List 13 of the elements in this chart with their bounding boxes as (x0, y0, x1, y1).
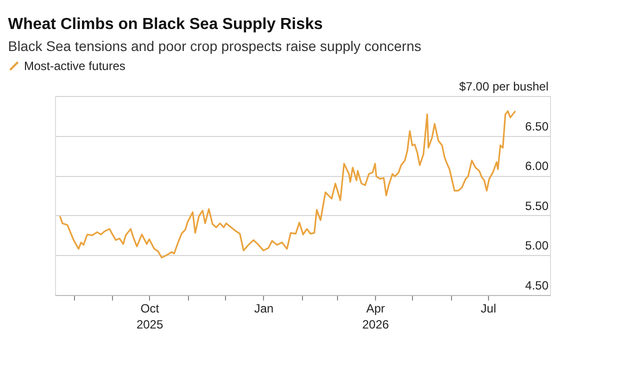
x-tick-label: Jul (480, 302, 496, 316)
legend-label: Most-active futures (24, 59, 126, 73)
y-tick-label: 5.50 (525, 198, 549, 213)
y-tick-label: 4.50 (525, 278, 549, 292)
chart-title: Wheat Climbs on Black Sea Supply Risks (8, 16, 323, 33)
y-tick-label: 6.50 (525, 119, 549, 134)
y-tick-label: 5.00 (525, 238, 549, 253)
y-tick-label: 6.00 (525, 159, 549, 174)
x-tick-label: Apr 2026 (362, 302, 390, 332)
y-tick-label: $7.00 per bushel (459, 80, 548, 94)
x-tick-label: Jan (254, 302, 274, 316)
x-tick-label: Oct 2025 (136, 302, 164, 332)
chart-subtitle: Black Sea tensions and poor crop prospects raise supply concerns (8, 38, 422, 54)
